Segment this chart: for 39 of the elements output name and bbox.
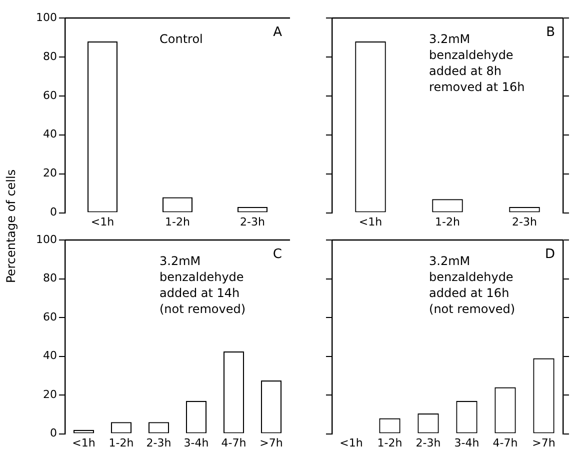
y-tick-label: 100 [36,10,57,24]
x-tick-label: 2-3h [512,215,537,228]
y-tick-label: 60 [42,310,57,324]
annotation: Control [159,32,203,46]
x-tick-label: >7h [532,436,556,450]
annotation: B [546,24,555,40]
x-tick-label: 4-7h [221,436,246,450]
y-tick-label: 80 [42,50,57,63]
annotation: D [544,246,555,262]
x-tick-label: <1h [358,215,382,228]
y-tick-label: 20 [42,388,57,401]
x-tick-label: >7h [260,436,283,450]
annotation: 3.2mM benzaldehyde added at 14h (not removed) [159,254,246,316]
x-tick-label: 1-2h [435,215,460,228]
y-tick-label: 40 [42,128,57,141]
x-tick-label: 1-2h [165,215,190,228]
y-tick-label: 60 [42,88,57,102]
annotation: A [273,24,282,40]
x-tick-label: 1-2h [108,436,134,450]
x-tick-label: 2-3h [146,436,172,450]
annotation: 3.2mM benzaldehyde added at 8h removed at 16h [429,32,525,94]
y-tick-label: 100 [36,232,57,246]
y-tick-label: 0 [50,426,57,440]
x-tick-label: 2-3h [240,215,265,228]
annotation: C [272,246,282,262]
y-tick-label: 0 [50,206,57,219]
y-axis-title: Percentage of cells [4,168,18,286]
x-tick-label: 4-7h [492,436,518,450]
x-tick-label: 1-2h [377,436,402,450]
x-tick-label: <1h [340,436,363,450]
y-tick-label: 20 [42,166,57,180]
x-tick-label: 3-4h [454,436,480,450]
x-tick-label: <1h [90,215,114,228]
x-tick-label: <1h [72,436,96,450]
x-tick-label: 2-3h [416,436,441,450]
y-tick-label: 40 [42,349,57,362]
x-tick-label: 3-4h [184,436,209,450]
y-tick-label: 80 [42,272,57,285]
annotation: 3.2mM benzaldehyde added at 16h (not removed) [429,254,516,316]
